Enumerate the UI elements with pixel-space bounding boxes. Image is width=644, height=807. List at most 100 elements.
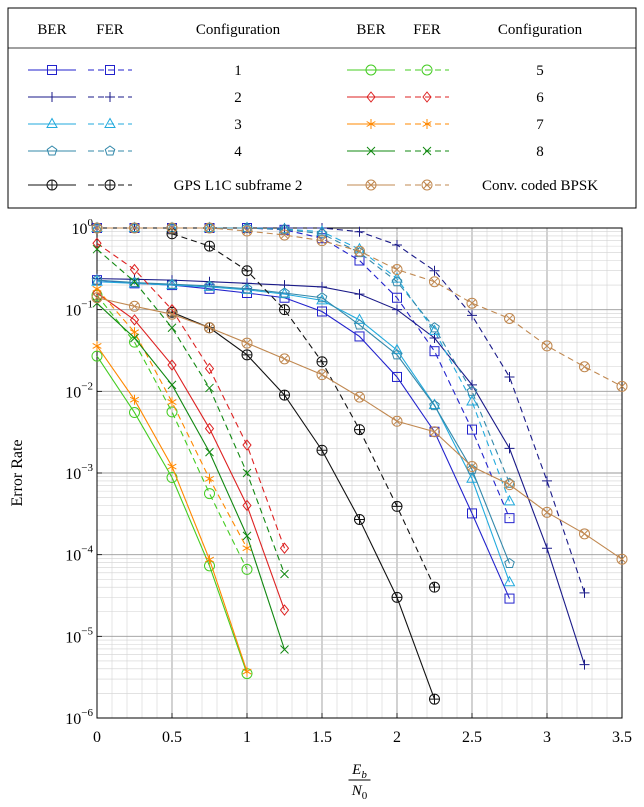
legend-ber-marker (47, 65, 57, 75)
legend-ber-marker (46, 145, 58, 156)
data-point-fer (204, 488, 215, 500)
data-point-ber (204, 280, 215, 291)
series-6-ber (92, 287, 290, 616)
data-point-fer (167, 397, 177, 408)
x-axis-label-denominator-main: N (351, 783, 363, 799)
data-point-fer (428, 324, 441, 335)
series-1-ber (92, 275, 515, 604)
series-gps-l1c-subframe-2-ber (166, 306, 440, 705)
data-point-fer (616, 380, 628, 392)
data-point-ber (167, 359, 177, 371)
data-point-ber (316, 369, 328, 381)
data-point-ber (129, 394, 140, 405)
data-point-ber (429, 426, 440, 438)
legend-header: Configuration (498, 22, 583, 38)
data-point-fer (279, 304, 290, 316)
data-point-fer (204, 240, 215, 252)
data-point-ber (428, 398, 441, 410)
data-point-ber (129, 276, 140, 288)
data-point-ber (204, 322, 215, 334)
data-point-fer (429, 581, 440, 593)
data-point-fer (429, 346, 440, 357)
legend-ber-marker (47, 92, 57, 102)
x-axis-label: Eb N0 (348, 762, 371, 802)
x-tick-label: 1.5 (312, 729, 332, 746)
data-point-ber (280, 645, 289, 654)
data-point-ber (504, 443, 515, 454)
legend-ber-marker (46, 117, 58, 128)
data-point-fer (278, 222, 291, 234)
x-tick-label: 3.5 (612, 729, 632, 746)
x-tick-label: 1 (243, 729, 251, 746)
data-point-ber (279, 287, 290, 298)
legend-ber-marker (366, 91, 376, 103)
x-axis-label-numerator-sub: b (361, 769, 367, 781)
y-tick-label: 10−1 (65, 299, 93, 320)
data-point-fer (316, 228, 328, 239)
legend-entry-conv-coded-bpsk: Conv. coded BPSK (347, 178, 598, 194)
data-point-ber (504, 479, 515, 491)
data-point-fer (541, 340, 553, 352)
legend-fer-marker (421, 64, 433, 76)
data-point-ber (167, 461, 177, 472)
legend-header: BER (356, 22, 385, 38)
x-axis-label-denominator-sub: 0 (362, 790, 368, 802)
y-axis-label: Error Rate (9, 439, 26, 506)
data-point-fer (392, 239, 402, 250)
data-point-fer (204, 473, 215, 484)
data-point-fer (166, 228, 178, 240)
series-4-ber (91, 274, 515, 569)
legend-ber-marker (366, 146, 376, 156)
x-axis-label-numerator: Eb (351, 762, 367, 781)
legend-label: 3 (234, 117, 242, 133)
data-point-fer (203, 221, 216, 232)
data-point-ber (316, 292, 328, 303)
axis-labels: Error Rate Eb N0 (9, 439, 371, 802)
legend-fer-marker (105, 65, 115, 75)
data-point-fer (429, 265, 440, 276)
data-point-ber (354, 331, 365, 342)
data-point-fer (242, 468, 252, 478)
data-point-ber (242, 531, 252, 541)
data-point-fer (504, 312, 515, 324)
series-2-ber (92, 273, 590, 670)
data-point-fer (241, 265, 253, 277)
data-point-ber (391, 591, 403, 603)
data-point-fer (92, 237, 102, 250)
data-point-ber (167, 380, 177, 390)
axes: 0 0.5 1 1.5 2 2.5 3 3.5 100 10−1 10−2 10−3 10−4 10−5 1… (65, 217, 632, 746)
data-point-fer (316, 235, 328, 247)
series-line-ber (171, 311, 436, 700)
legend-label: 5 (536, 63, 544, 79)
data-point-fer (241, 225, 253, 237)
x-tick-label: 2 (393, 729, 401, 746)
data-point-ber (166, 308, 178, 320)
series-line-ber (96, 355, 248, 674)
data-point-fer (579, 361, 590, 373)
data-point-fer (241, 563, 253, 575)
legend-fer-marker (422, 119, 432, 129)
data-point-fer (129, 222, 140, 233)
data-point-ber (354, 513, 365, 525)
data-point-fer (504, 513, 515, 524)
legend-fer-marker (104, 179, 116, 191)
series-line-ber (96, 278, 586, 665)
series-line-ber (96, 292, 286, 611)
data-point-fer (91, 221, 103, 232)
data-point-fer (129, 222, 140, 234)
legend-entry-7: 7 (347, 117, 544, 133)
legend-entry-gps-l1c-subframe-2: GPS L1C subframe 2 (28, 178, 302, 194)
x-tick-label: 0 (93, 729, 101, 746)
series-8-ber (92, 298, 289, 654)
data-point-ber (279, 389, 290, 401)
data-point-ber (204, 554, 215, 565)
legend-ber-marker (365, 64, 377, 76)
series-8-fer (92, 244, 289, 579)
legend-fer-marker (422, 91, 432, 103)
data-point-ber (391, 349, 403, 360)
y-tick-label: 10−6 (65, 707, 93, 728)
data-point-ber (91, 350, 103, 362)
legend-fer-marker (104, 117, 116, 128)
data-point-fer (128, 221, 141, 232)
data-point-fer (466, 385, 478, 396)
